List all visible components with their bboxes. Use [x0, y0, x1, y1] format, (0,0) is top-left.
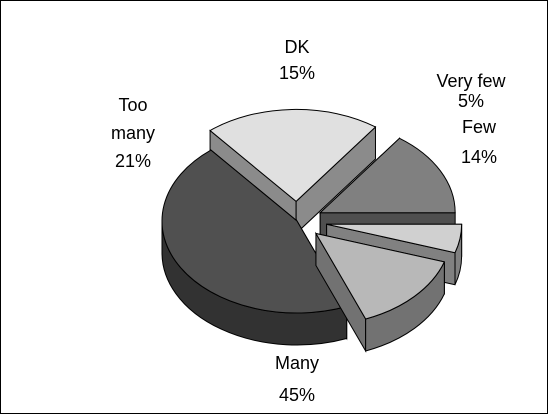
- value-very-few: 5%: [458, 91, 484, 111]
- label-too-many-line1: Too: [118, 95, 147, 115]
- label-dk: DK: [284, 37, 309, 57]
- label-very-few: Very few: [436, 71, 506, 91]
- slice-few-top: [314, 232, 446, 320]
- slice-too-many-top: [209, 108, 377, 203]
- value-dk: 15%: [279, 63, 315, 83]
- slice-many-top: [161, 149, 348, 314]
- value-few: 14%: [461, 147, 497, 167]
- label-many: Many: [275, 353, 319, 373]
- label-too-many-line2: many: [111, 123, 155, 143]
- label-few: Few: [462, 117, 497, 137]
- slice-dk-top: [318, 137, 456, 214]
- slice-very-few-top: [326, 223, 463, 254]
- value-too-many: 21%: [115, 151, 151, 171]
- value-many: 45%: [279, 385, 315, 405]
